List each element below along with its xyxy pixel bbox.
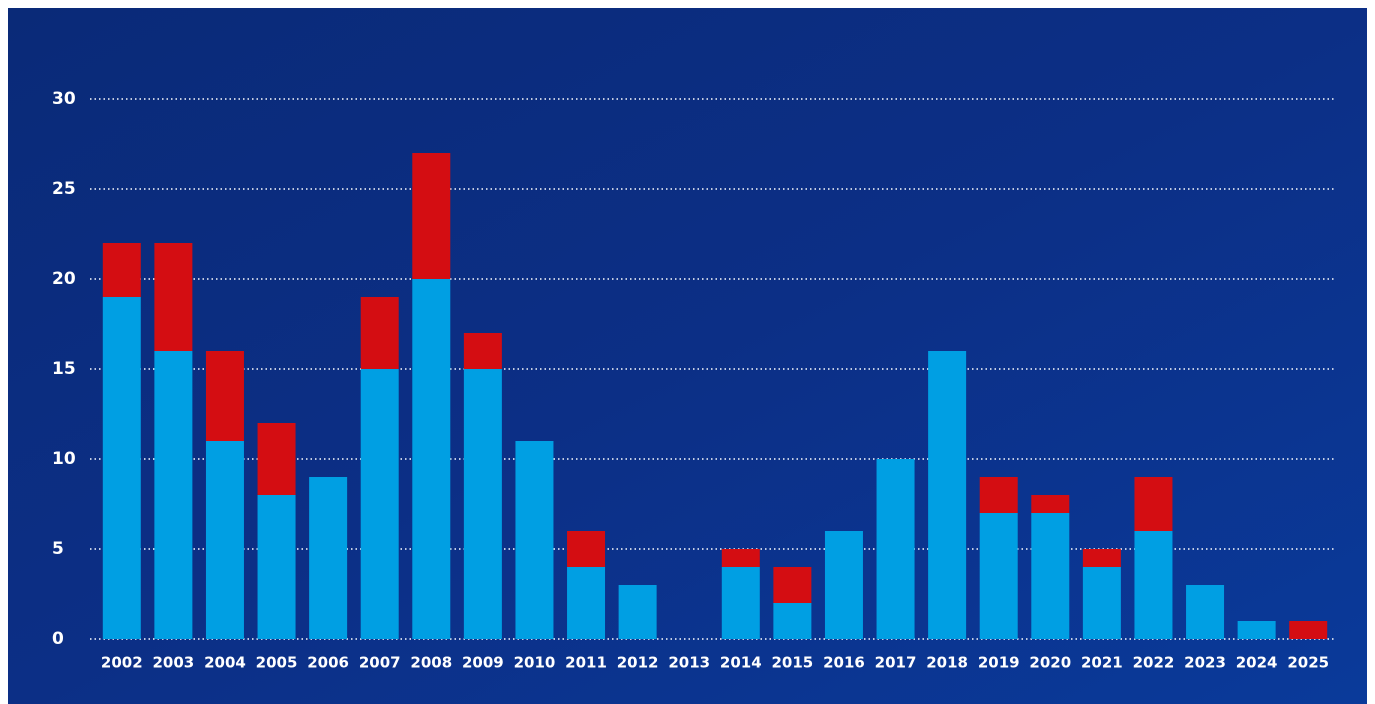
bar-segment — [102, 243, 141, 297]
x-tick-label: 2002 — [101, 654, 143, 672]
bar-segment — [1134, 531, 1173, 639]
bar-segment — [567, 531, 606, 567]
bar-segment — [1186, 585, 1225, 639]
y-tick-label: 0 — [52, 629, 64, 649]
bar-segment — [1082, 567, 1121, 639]
bar-segment — [205, 441, 244, 639]
bar-segment — [567, 567, 606, 639]
bar-segment — [928, 351, 967, 639]
bar-segment — [773, 603, 812, 639]
x-tick-label: 2016 — [823, 654, 865, 672]
bar-segment — [309, 477, 348, 639]
bar-segment — [1237, 621, 1276, 639]
bar-segment — [154, 243, 193, 351]
bar-segment — [463, 369, 502, 639]
bar-segment — [1031, 513, 1070, 639]
bar-segment — [412, 279, 451, 639]
x-tick-label: 2021 — [1081, 654, 1123, 672]
x-tick-label: 2011 — [565, 654, 607, 672]
x-tick-label: 2013 — [668, 654, 710, 672]
x-tick-label: 2023 — [1184, 654, 1226, 672]
bar-segment — [154, 351, 193, 639]
bar-segment — [1031, 495, 1070, 513]
y-tick-label: 30 — [52, 89, 76, 109]
bar-segment — [412, 153, 451, 279]
x-tick-label: 2020 — [1029, 654, 1071, 672]
x-tick-label: 2022 — [1133, 654, 1175, 672]
bar-segment — [1082, 549, 1121, 567]
x-tick-label: 2018 — [926, 654, 968, 672]
bar-segment — [979, 477, 1018, 513]
y-tick-label: 25 — [52, 179, 76, 199]
x-tick-label: 2003 — [153, 654, 195, 672]
bar-segment — [618, 585, 657, 639]
x-tick-label: 2005 — [256, 654, 298, 672]
y-tick-label: 10 — [52, 449, 76, 469]
x-tick-label: 2012 — [617, 654, 659, 672]
bar-segment — [102, 297, 141, 639]
x-tick-label: 2008 — [410, 654, 452, 672]
x-tick-label: 2009 — [462, 654, 504, 672]
x-tick-label: 2017 — [875, 654, 917, 672]
x-tick-label: 2004 — [204, 654, 246, 672]
bar-segment — [1289, 621, 1328, 639]
y-tick-label: 20 — [52, 269, 76, 289]
bar-segment — [257, 495, 296, 639]
x-tick-label: 2010 — [514, 654, 556, 672]
bar-segment — [876, 459, 915, 639]
bar-segment — [721, 549, 760, 567]
bar-segment — [824, 531, 863, 639]
bar-segment — [979, 513, 1018, 639]
bar-segment — [360, 369, 399, 639]
x-tick-label: 2024 — [1236, 654, 1278, 672]
bar-segment — [257, 423, 296, 495]
x-tick-label: 2025 — [1287, 654, 1329, 672]
bar-segment — [1134, 477, 1173, 531]
y-tick-label: 15 — [52, 359, 76, 379]
bar-segment — [773, 567, 812, 603]
x-tick-label: 2019 — [978, 654, 1020, 672]
x-tick-label: 2006 — [307, 654, 349, 672]
x-tick-label: 2015 — [772, 654, 814, 672]
bar-segment — [721, 567, 760, 639]
bar-segment — [360, 297, 399, 369]
x-tick-label: 2007 — [359, 654, 401, 672]
bar-segment — [205, 351, 244, 441]
bar-segment — [515, 441, 554, 639]
x-tick-label: 2014 — [720, 654, 762, 672]
bar-segment — [463, 333, 502, 369]
y-tick-label: 5 — [52, 539, 64, 559]
